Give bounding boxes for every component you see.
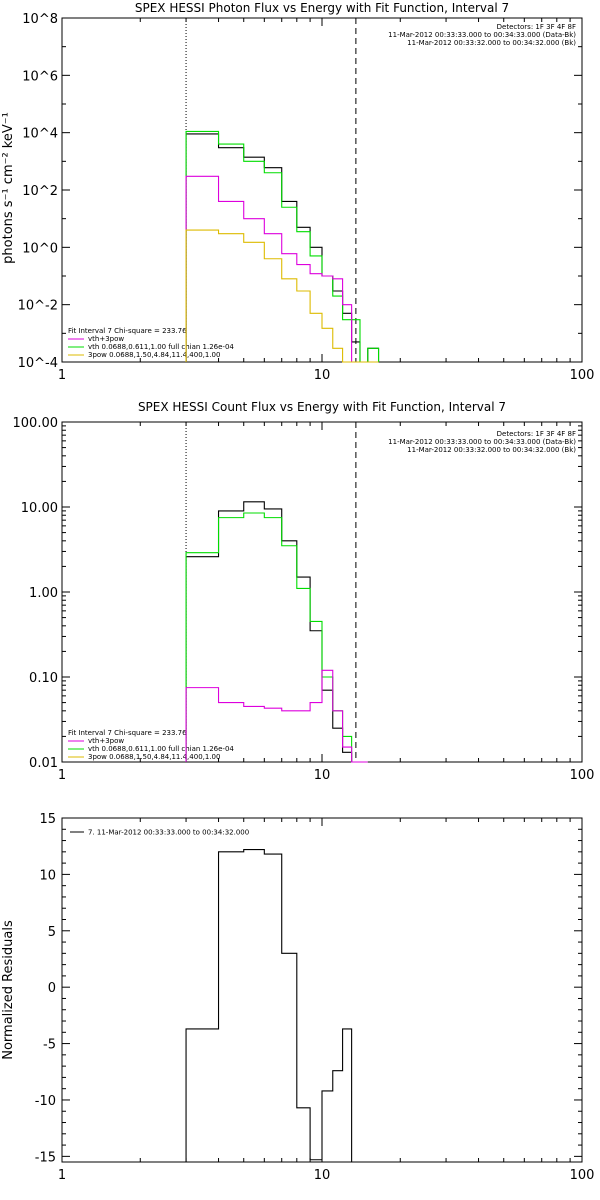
photon-flux-ytick-label: 10^6 [22,69,58,84]
photon-flux-legend-model: vth+3pow [88,335,124,343]
residuals-ytick-label: 15 [39,812,56,827]
residuals-ytick-label: 10 [39,868,56,883]
residuals-xtick-label: 100 [570,1168,595,1183]
count-flux-legend-top-2: 11-Mar-2012 00:33:33.000 to 00:34:33.000… [388,438,576,446]
count-flux-ytick-label: 100.00 [13,416,59,431]
photon-flux-series-thermal [185,175,379,363]
count-flux-title: SPEX HESSI Count Flux vs Energy with Fit… [138,400,506,414]
photon-flux-ytick-label: 10^8 [22,12,58,27]
count-flux-xtick-label: 10 [314,768,331,783]
count-flux-series-sum [185,669,368,763]
count-flux-xtick-label: 100 [570,768,595,783]
photon-flux-series-data [185,133,380,363]
residuals-series [185,849,353,1162]
residuals-ytick-label: -10 [35,1094,56,1109]
count-flux-series-data [185,501,368,763]
residuals-ylabel: Normalized Residuals [1,920,16,1060]
count-flux-plot-frame [61,421,583,763]
photon-flux-series-nonthermal [185,229,379,363]
count-flux-ytick-label: 1.00 [29,586,58,601]
photon-flux-legend-top-3: 11-Mar-2012 00:33:32.000 to 00:34:32.000… [407,39,576,47]
count-flux-ytick-label: 0.10 [29,671,58,686]
photon-flux-ytick-label: 10^-4 [18,356,58,371]
count-flux-series-total [185,512,368,763]
photon-flux-xtick-label: 1 [58,368,66,383]
count-flux-ytick-label: 10.00 [21,501,58,516]
residuals-ytick-label: -5 [43,1038,56,1053]
count-flux-legend-top-3: 11-Mar-2012 00:33:32.000 to 00:34:32.000… [407,446,576,454]
photon-flux-ytick-label: 10^0 [22,241,58,256]
residuals-legend: 7. 11-Mar-2012 00:33:33.000 to 00:34:32.… [88,829,249,837]
count-flux-legend-nonthermal: 3pow 0.0688,1.50,4.84,11.4,400,1.00 [88,753,220,761]
count-flux-xtick-label: 1 [58,768,66,783]
photon-flux-ytick-label: 10^2 [22,184,58,199]
count-flux-ytick-label: 0.01 [29,756,58,771]
photon-flux-title: SPEX HESSI Photon Flux vs Energy with Fi… [135,1,509,15]
photon-flux-series-total [185,130,380,363]
count-flux-legend-top-1: Detectors: 1F 3F 4F 8F [497,430,576,438]
photon-flux-ylabel: photons s⁻¹ cm⁻² keV⁻¹ [1,112,16,264]
count-flux-legend-fit: Fit Interval 7 Chi-square = 233.76 [68,729,187,737]
photon-flux-plot-frame [61,17,583,363]
count-flux-legend-model: vth+3pow [88,737,124,745]
residuals-xtick-label: 1 [58,1168,66,1183]
photon-flux-legend-top-2: 11-Mar-2012 00:33:33.000 to 00:34:33.000… [388,31,576,39]
photon-flux-xtick-label: 100 [570,368,595,383]
residuals-panel: Normalized Residuals 7. 11-Mar-2012 00:3… [1,812,594,1183]
residuals-ytick-label: -15 [35,1150,56,1165]
residuals-ytick-label: 0 [48,981,56,996]
photon-flux-ytick-label: 10^4 [22,127,58,142]
residuals-xtick-label: 10 [314,1168,331,1183]
photon-flux-ytick-label: 10^-2 [18,299,58,314]
residuals-ytick-label: 5 [48,925,56,940]
count-flux-legend-thermal: vth 0.0688,0.611,1.00 full chian 1.26e-0… [88,745,234,753]
photon-flux-legend-fit: Fit Interval 7 Chi-square = 233.76 [68,327,187,335]
photon-flux-panel: SPEX HESSI Photon Flux vs Energy with Fi… [1,1,594,383]
photon-flux-xtick-label: 10 [314,368,331,383]
photon-flux-legend-nonthermal: 3pow 0.0688,1.50,4.84,11.4,400,1.00 [88,351,220,359]
photon-flux-legend-top-1: Detectors: 1F 3F 4F 8F [497,23,576,31]
photon-flux-legend-thermal: vth 0.0688,0.611,1.00 full chian 1.26e-0… [88,343,234,351]
count-flux-panel: SPEX HESSI Count Flux vs Energy with Fit… [13,400,595,783]
